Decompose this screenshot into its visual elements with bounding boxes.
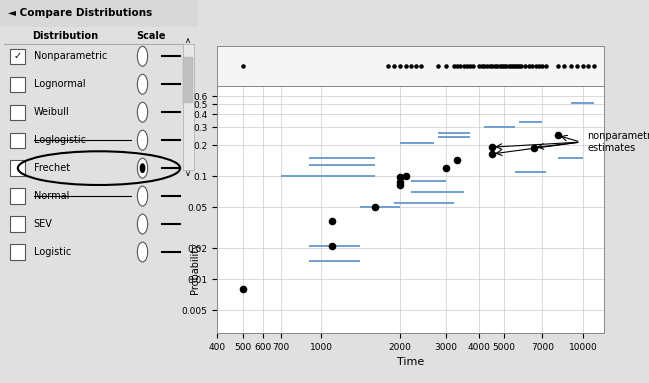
X-axis label: Time: Time [397, 357, 424, 367]
Text: Nonparametric: Nonparametric [34, 51, 107, 61]
Point [370, 204, 380, 210]
Bar [183, 44, 194, 170]
Text: Weibull: Weibull [34, 107, 69, 117]
Bar [10, 160, 25, 176]
Point [327, 243, 337, 249]
Text: ◄ Compare Distributions: ◄ Compare Distributions [8, 8, 152, 18]
Circle shape [138, 214, 148, 234]
Text: Probability: Probability [190, 242, 200, 294]
Text: Scale: Scale [136, 31, 166, 41]
Bar [10, 216, 25, 232]
Circle shape [138, 158, 148, 178]
Circle shape [138, 186, 148, 206]
Bar [10, 133, 25, 148]
Circle shape [138, 130, 148, 150]
Text: Normal: Normal [34, 191, 69, 201]
Bar [10, 77, 25, 92]
Point [487, 151, 497, 157]
Circle shape [138, 74, 148, 94]
Point [395, 179, 406, 185]
Text: ∨: ∨ [185, 169, 191, 178]
Bar [10, 105, 25, 120]
Bar [10, 244, 25, 260]
Point [552, 132, 563, 138]
FancyBboxPatch shape [0, 0, 198, 27]
Text: Logistic: Logistic [34, 247, 71, 257]
Text: Distribution: Distribution [32, 31, 98, 41]
Text: Loglogistic: Loglogistic [34, 135, 86, 145]
Bar [183, 57, 193, 103]
Circle shape [138, 102, 148, 122]
Bar [10, 49, 25, 64]
Point [441, 165, 451, 171]
Text: ∧: ∧ [185, 36, 191, 45]
Text: Frechet: Frechet [34, 163, 70, 173]
Point [400, 173, 411, 179]
Point [529, 144, 539, 151]
Text: Lognormal: Lognormal [34, 79, 85, 89]
Circle shape [140, 164, 145, 172]
Text: nonparametric
estimates: nonparametric estimates [587, 131, 649, 153]
Point [327, 218, 337, 224]
Point [452, 157, 462, 163]
Text: SEV: SEV [34, 219, 53, 229]
Point [395, 182, 406, 188]
Circle shape [138, 242, 148, 262]
Point [395, 174, 406, 180]
Circle shape [138, 46, 148, 66]
Point [238, 286, 248, 292]
Point [487, 144, 497, 150]
Text: ✓: ✓ [14, 51, 21, 61]
Bar [10, 188, 25, 204]
